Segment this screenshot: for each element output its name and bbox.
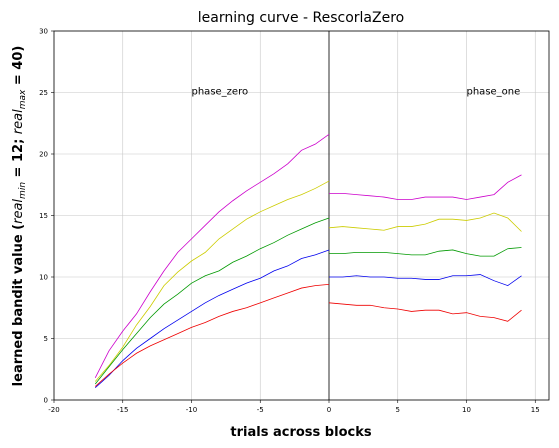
x-tick-label: 10 [462,406,471,414]
x-tick-label: 0 [327,406,331,414]
annotation-phase-one: phase_one [467,87,521,98]
x-tick-label: 15 [531,406,540,414]
y-tick-label: 0 [44,397,48,405]
x-tick-label: -20 [48,406,59,414]
y-tick-label: 20 [39,151,48,159]
series-2-phase-zero-line [94,180,330,382]
series-5-phase-one-line [328,302,522,322]
x-tick-label: -10 [186,406,197,414]
series-4-phase-one-line [329,274,522,287]
y-tick-label: 15 [39,212,48,220]
series-3-phase-zero-line [94,217,330,385]
series-1-phase-zero-line [94,133,330,379]
chart-title: learning curve - RescorlaZero [198,10,404,26]
series-1-phase-one-line [329,174,522,200]
y-tick-label: 5 [44,335,48,343]
series-3-phase-one-line [329,247,522,257]
x-axis-label: trials across blocks [230,425,371,440]
y-tick-label: 10 [39,274,48,282]
series-2-phase-one-line [328,212,522,232]
plot-area: -20 -15 -10 -5 0 5 10 15 0 5 10 15 20 25 30 phase_zero p… [39,28,550,414]
y-tick-label: 30 [39,28,48,36]
x-tick-label: 5 [396,406,400,414]
x-tick-label: -5 [257,406,264,414]
x-tick-label: -15 [117,406,128,414]
series-4-phase-zero-line [94,249,330,388]
series-5-phase-zero-line [94,283,330,387]
y-axis-label: learned bandit value (realmin = 12; real… [11,46,28,387]
y-tick-label: 25 [39,89,48,97]
annotation-phase-zero: phase_zero [192,87,249,98]
